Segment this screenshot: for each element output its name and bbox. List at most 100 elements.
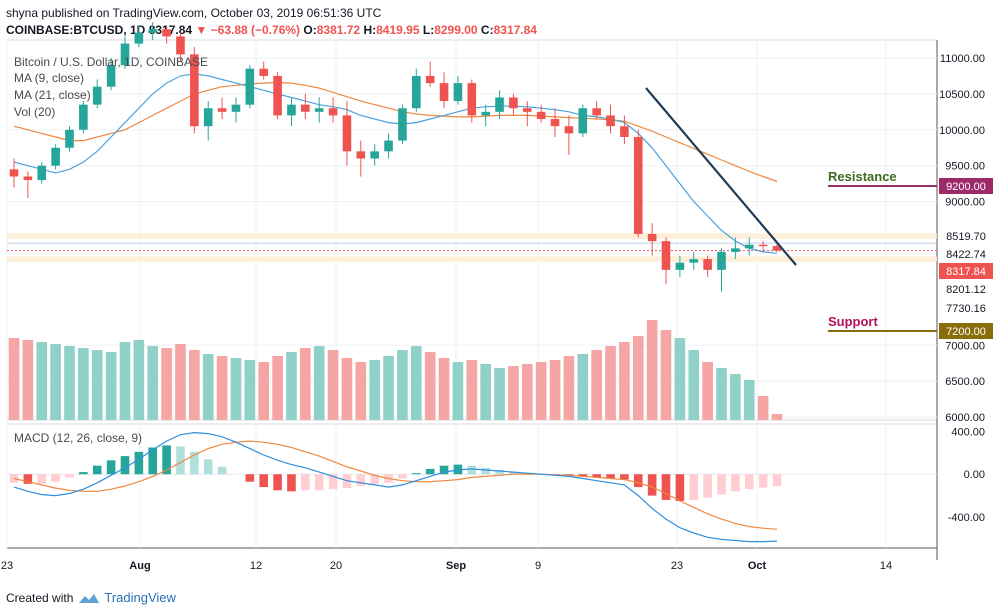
- macd-histogram-bar: [203, 459, 213, 475]
- price-tick-label: 10500.00: [939, 89, 985, 101]
- candle-body: [495, 97, 504, 112]
- low-label: L:: [422, 23, 435, 37]
- volume-bar: [730, 374, 741, 420]
- macd-histogram-bar: [245, 474, 255, 482]
- footer-brand[interactable]: TradingView: [104, 590, 176, 605]
- price-tick-label: 11000.00: [940, 53, 985, 65]
- macd-histogram-bar: [314, 474, 324, 491]
- macd-histogram-bar: [509, 472, 518, 475]
- resistance-label: Resistance: [828, 169, 897, 184]
- chart-title-legend: Bitcoin / U.S. Dollar, 1D, COINBASE: [14, 55, 209, 69]
- price-tick-label: 10000.00: [939, 125, 985, 137]
- x-tick-label: Oct: [748, 560, 767, 572]
- candle-body: [731, 248, 740, 252]
- macd-histogram-bar: [92, 465, 102, 475]
- volume-bar: [244, 360, 256, 420]
- macd-histogram-bar: [176, 446, 185, 475]
- macd-histogram-bar: [495, 469, 504, 475]
- open-label: O:: [303, 23, 317, 37]
- macd-tick-label: -400.00: [948, 512, 985, 524]
- macd-histogram-bar: [703, 474, 712, 498]
- candle-body: [51, 147, 60, 166]
- macd-histogram-bar: [481, 467, 490, 475]
- candle-body: [592, 108, 601, 116]
- ma9-legend[interactable]: MA (9, close): [14, 71, 85, 85]
- volume-bar: [258, 362, 270, 420]
- volume-bar: [147, 346, 159, 420]
- volume-bar: [549, 360, 561, 420]
- volume-bar: [605, 346, 616, 420]
- candle-body: [65, 129, 74, 148]
- price-level-tag-bg: [939, 246, 993, 262]
- volume-bar: [272, 356, 283, 420]
- candle-body: [439, 83, 449, 102]
- publish-info: shyna published on TradingView.com, Octo…: [6, 6, 382, 20]
- volume-bar: [105, 352, 117, 420]
- volume-bar: [64, 346, 75, 420]
- volume-bar: [78, 348, 89, 420]
- candle-body: [231, 104, 241, 112]
- macd-histogram-bar: [328, 474, 338, 490]
- macd-histogram-bar: [647, 474, 657, 496]
- volume-bar: [646, 320, 658, 420]
- candle-body: [273, 75, 282, 116]
- low-value: 8299.00: [434, 23, 478, 37]
- macd-histogram-bar: [301, 474, 310, 491]
- candle-body: [356, 151, 366, 159]
- macd-histogram-bar: [772, 474, 782, 486]
- candle-body: [203, 108, 213, 127]
- candle-body: [217, 108, 227, 112]
- footer: Created with TradingView: [6, 590, 176, 605]
- volume-legend[interactable]: Vol (20): [14, 105, 56, 119]
- symbol-name[interactable]: COINBASE:BTCUSD, 1D: [6, 23, 146, 37]
- last-price-tag-bg: [939, 263, 993, 279]
- last-price-tag: 8317.84: [946, 266, 986, 278]
- macd-histogram-bar: [259, 474, 269, 488]
- volume-bar: [563, 356, 575, 420]
- descending-trendline: [645, 87, 797, 266]
- close-value: 8317.84: [493, 23, 537, 37]
- volume-bar: [660, 330, 672, 420]
- macd-legend[interactable]: MACD (12, 26, close, 9): [14, 431, 143, 445]
- candle-body: [328, 108, 338, 116]
- macd-histogram-bar: [425, 468, 435, 475]
- candle-body: [134, 32, 144, 44]
- candle-body: [92, 86, 102, 105]
- macd-histogram-bar: [37, 474, 47, 484]
- tradingview-logo-icon: [79, 593, 100, 603]
- macd-histogram-bar: [578, 474, 588, 477]
- candle-body: [412, 75, 421, 109]
- resistance-zone: [7, 233, 937, 239]
- macd-histogram-bar: [744, 474, 754, 490]
- macd-histogram-bar: [412, 473, 421, 475]
- volume-bar: [411, 346, 422, 420]
- volume-bar: [383, 356, 394, 420]
- macd-histogram-bar: [633, 474, 643, 488]
- volume-bar: [619, 342, 630, 420]
- candle-body: [370, 151, 379, 159]
- close-label: C:: [480, 23, 494, 37]
- volume-bar: [674, 338, 686, 420]
- price-level-tag: 8519.70: [946, 231, 986, 243]
- candle-body: [148, 29, 158, 33]
- macd-histogram-bar: [439, 465, 449, 475]
- resistance-tag: 9200.00: [946, 181, 986, 193]
- candle-body: [342, 115, 352, 152]
- price-change: ▼ −63.88 (−0.76%): [195, 23, 301, 37]
- high-value: 8419.95: [376, 23, 420, 37]
- price-tick-label: 6500.00: [945, 376, 985, 388]
- candle-body: [772, 246, 782, 251]
- macd-line: [13, 431, 778, 543]
- candle-body: [744, 244, 754, 249]
- candle-body: [79, 104, 88, 130]
- volume-bar: [341, 358, 353, 420]
- candle-body: [259, 68, 269, 76]
- volume-bar: [133, 340, 145, 420]
- macd-histogram-bar: [620, 474, 629, 480]
- macd-histogram-bar: [467, 465, 477, 475]
- ma21-legend[interactable]: MA (21, close): [14, 88, 91, 102]
- candle-body: [190, 54, 199, 127]
- high-label: H:: [363, 23, 377, 37]
- macd-histogram-bar: [287, 474, 296, 492]
